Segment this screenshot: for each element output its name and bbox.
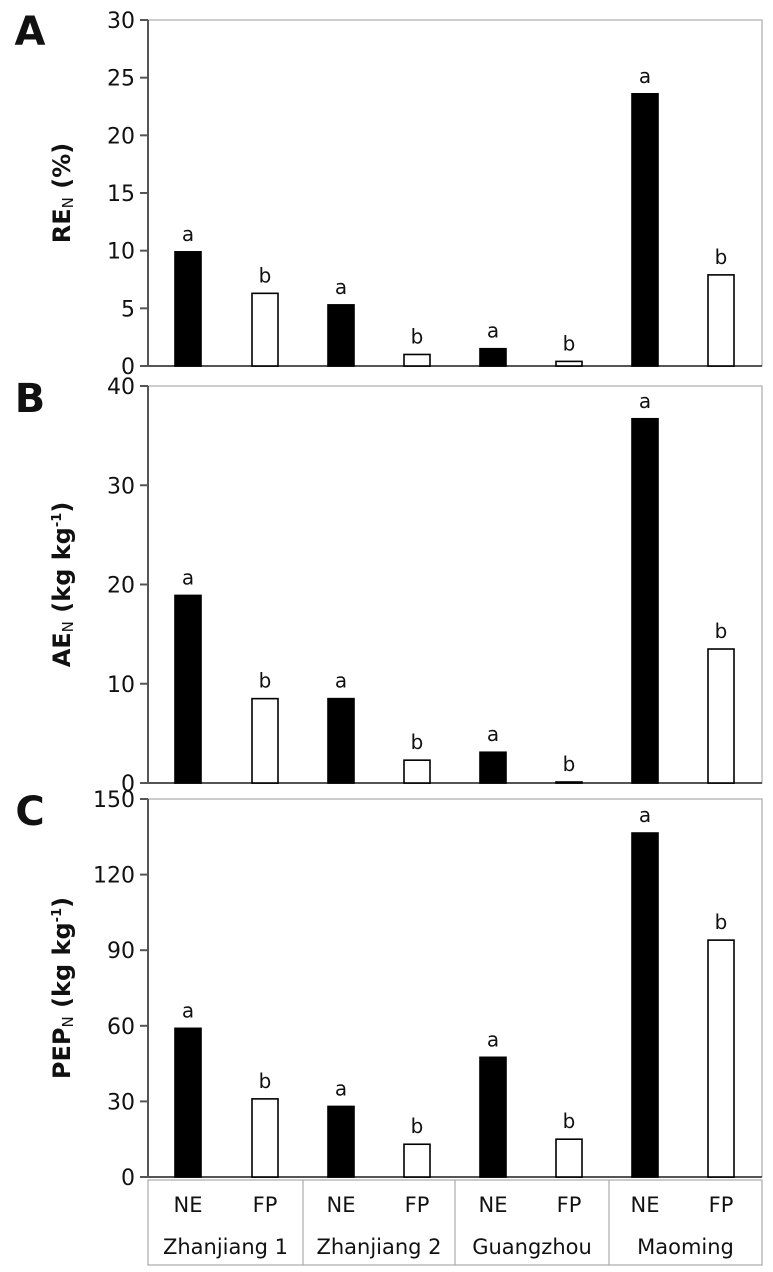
bar-ne — [327, 304, 355, 367]
bar-fp — [251, 292, 279, 367]
plot-frame — [147, 385, 763, 784]
y-tick-label: 10 — [107, 673, 135, 698]
panel-letter: B — [15, 376, 46, 422]
significance-letter: a — [639, 64, 651, 88]
bar-fp — [555, 360, 583, 367]
category-label: FP — [405, 1193, 430, 1217]
site-label: Zhanjiang 1 — [163, 1235, 288, 1259]
panel-c: 0 30 60 90 120 150 a b a b a b a b C PEPN (kg kg-1) — [15, 788, 763, 1191]
bar-fp — [403, 1143, 431, 1178]
site-label: Maoming — [637, 1235, 734, 1259]
y-tick-label: 0 — [121, 1166, 135, 1191]
y-tick-label: 30 — [107, 474, 135, 499]
y-tick-label: 90 — [107, 939, 135, 964]
y-tick-label: 20 — [107, 574, 135, 599]
y-axis-label: REN (%) — [48, 143, 77, 243]
bar-fp — [707, 939, 735, 1178]
category-label: FP — [557, 1193, 582, 1217]
significance-letter: a — [182, 998, 194, 1022]
significance-letter: b — [563, 1109, 576, 1133]
bar-fp — [251, 697, 279, 784]
bar-ne — [631, 832, 659, 1178]
significance-letter: a — [487, 722, 499, 746]
significance-letter: b — [715, 245, 728, 269]
significance-letter: a — [639, 803, 651, 827]
y-tick-label: 20 — [107, 124, 135, 149]
panel-letter: A — [15, 9, 46, 55]
panel-b: 0 10 20 30 40 a b a b a b a b B AEN (kg kg-1) — [15, 375, 763, 797]
significance-letter: a — [335, 275, 347, 299]
y-axis-label: PEPN (kg kg-1) — [48, 897, 77, 1079]
y-tick-label: 15 — [107, 182, 135, 207]
significance-letter: b — [715, 910, 728, 934]
y-tick-label: 25 — [107, 67, 135, 92]
y-tick-label: 30 — [107, 1090, 135, 1115]
category-label: FP — [253, 1193, 278, 1217]
y-tick-label: 60 — [107, 1015, 135, 1040]
significance-letter: a — [639, 389, 651, 413]
bar-fp — [403, 353, 431, 367]
plot-frame — [147, 19, 763, 367]
significance-letter: b — [563, 331, 576, 355]
bar-ne — [174, 1027, 202, 1178]
y-axis-label: AEN (kg kg-1) — [48, 502, 77, 668]
significance-letter: b — [715, 619, 728, 643]
y-tick-label: 10 — [107, 240, 135, 265]
bar-ne — [327, 697, 355, 784]
category-label: FP — [709, 1193, 734, 1217]
y-tick-label: 40 — [107, 375, 135, 400]
bar-ne — [631, 93, 659, 367]
category-label: NE — [631, 1193, 660, 1217]
significance-letter: a — [335, 669, 347, 693]
y-tick-label: 0 — [121, 355, 135, 380]
bar-fp — [707, 648, 735, 784]
site-label: Zhanjiang 2 — [316, 1235, 441, 1259]
bar-ne — [327, 1105, 355, 1178]
bar-ne — [479, 347, 507, 367]
significance-letter: a — [182, 222, 194, 246]
panel-letter: C — [15, 789, 44, 835]
bar-ne — [479, 751, 507, 784]
significance-letter: b — [259, 1069, 272, 1093]
panel-a: 0 5 10 15 20 25 30 a b a b a b a b A REN (%) — [15, 9, 763, 380]
category-label: NE — [479, 1193, 508, 1217]
bar-fp — [555, 781, 583, 784]
bar-ne — [174, 251, 202, 367]
bar-ne — [631, 417, 659, 784]
significance-letter: b — [259, 669, 272, 693]
significance-letter: a — [487, 1027, 499, 1051]
panels: 0 5 10 15 20 25 30 a b a b a b a b A REN (%) 0 10 20 30 40 a b a… — [15, 9, 763, 1191]
significance-letter: b — [411, 730, 424, 754]
y-tick-label: 5 — [121, 297, 135, 322]
site-label: Guangzhou — [472, 1235, 592, 1259]
significance-letter: a — [335, 1076, 347, 1100]
significance-letter: a — [182, 565, 194, 589]
category-label: NE — [174, 1193, 203, 1217]
significance-letter: b — [411, 324, 424, 348]
x-axis: NE FP NE FP NE FP NE FP Zhanjiang 1 Zhanjiang 2 Gu… — [147, 1179, 763, 1266]
y-tick-label: 150 — [93, 788, 135, 813]
bar-fp — [555, 1138, 583, 1178]
y-tick-label: 0 — [121, 772, 135, 797]
significance-letter: b — [411, 1114, 424, 1138]
plot-frame — [147, 798, 763, 1178]
bar-fp — [707, 274, 735, 367]
significance-letter: b — [259, 263, 272, 287]
category-label: NE — [327, 1193, 356, 1217]
y-tick-label: 30 — [107, 9, 135, 34]
significance-letter: a — [487, 319, 499, 343]
bar-ne — [479, 1056, 507, 1178]
bar-fp — [251, 1098, 279, 1178]
y-tick-label: 120 — [93, 864, 135, 889]
significance-letter: b — [563, 752, 576, 776]
bar-ne — [174, 594, 202, 784]
bar-fp — [403, 759, 431, 784]
